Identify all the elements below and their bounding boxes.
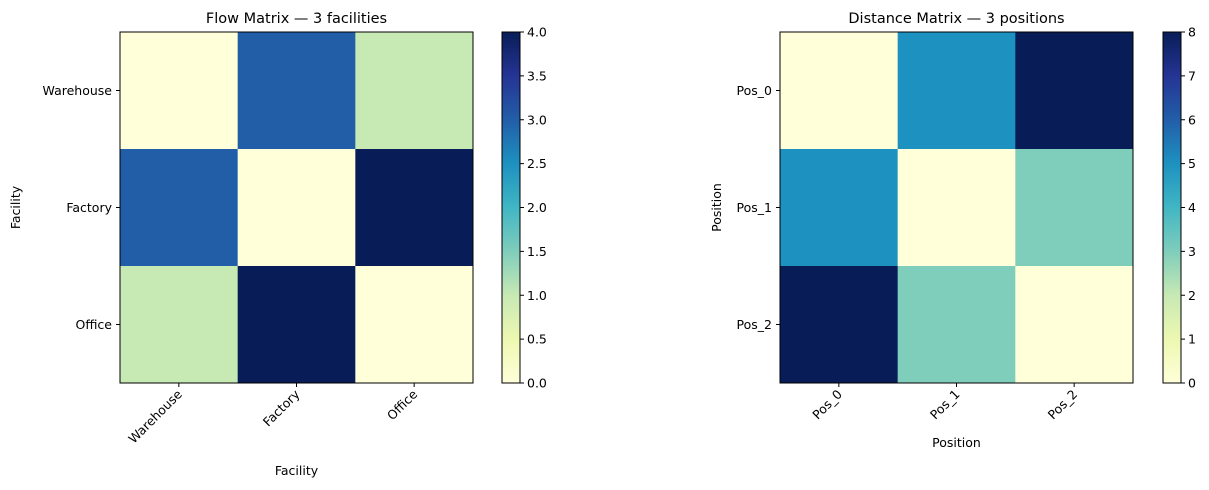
chart-1: Distance Matrix — 3 positions Pos_0 Pos_1 P… <box>709 11 1196 450</box>
x-tick-label: Pos_0 <box>809 386 845 422</box>
heatmap-cell <box>237 266 356 384</box>
x-tick-label: Pos_1 <box>927 387 963 423</box>
heatmap-cell <box>897 266 1016 384</box>
y-tick-label: Factory <box>66 200 112 215</box>
colorbar-tick-label: 6 <box>1188 112 1196 127</box>
heatmap-cell <box>780 32 899 150</box>
colorbar-tick-label: 4.0 <box>527 25 547 40</box>
heatmap-cell <box>1015 149 1134 267</box>
heatmap-cell <box>355 266 474 384</box>
colorbar-tick-label: 1.5 <box>527 244 547 259</box>
heatmap-cell <box>237 32 356 150</box>
colorbar-tick-label: 0.5 <box>527 332 547 347</box>
heatmap-cell <box>780 149 899 267</box>
heatmap-cell <box>897 32 1016 150</box>
colorbar-tick-label: 0 <box>1188 376 1196 391</box>
colorbar <box>1163 32 1181 383</box>
x-tick-label: Office <box>384 386 421 423</box>
colorbar-tick-label: 4 <box>1188 200 1196 215</box>
colorbar-tick-label: 3 <box>1188 244 1196 259</box>
heatmap-cell <box>355 149 474 267</box>
colorbar-tick-label: 2.0 <box>527 200 547 215</box>
x-axis-label: Position <box>932 435 981 450</box>
x-axis-label: Facility <box>275 463 319 478</box>
heatmap-cell <box>120 149 239 267</box>
y-axis-label: Facility <box>8 185 23 229</box>
heatmap-cell <box>780 266 899 384</box>
y-axis-label: Position <box>709 183 724 232</box>
heatmap-cell <box>237 149 356 267</box>
colorbar <box>502 32 520 383</box>
y-tick-label: Pos_2 <box>737 317 772 332</box>
colorbar-tick-label: 1.0 <box>527 288 547 303</box>
heatmap-cell <box>120 32 239 150</box>
colorbar-tick-label: 1 <box>1188 332 1196 347</box>
heatmap-cell <box>120 266 239 384</box>
chart-0: Flow Matrix — 3 facilities Warehouse Facto… <box>8 11 547 478</box>
heatmap-cell <box>897 149 1016 267</box>
x-tick-label: Pos_2 <box>1045 387 1081 423</box>
colorbar-tick-label: 2.5 <box>527 156 547 171</box>
y-tick-label: Warehouse <box>43 83 113 98</box>
colorbar-tick-label: 7 <box>1188 68 1196 83</box>
colorbar-tick-label: 5 <box>1188 156 1196 171</box>
x-tick-label: Warehouse <box>125 386 185 446</box>
chart-title: Flow Matrix — 3 facilities <box>206 11 387 27</box>
colorbar-tick-label: 2 <box>1188 288 1196 303</box>
heatmap-cell <box>1015 32 1134 150</box>
chart-title: Distance Matrix — 3 positions <box>848 11 1064 27</box>
colorbar-tick-label: 8 <box>1188 25 1196 40</box>
x-tick-label: Factory <box>260 386 303 429</box>
heatmap-cell <box>1015 266 1134 384</box>
y-tick-label: Pos_0 <box>737 83 773 98</box>
colorbar-tick-label: 3.5 <box>527 68 547 83</box>
colorbar-tick-label: 3.0 <box>527 112 547 127</box>
colorbar-tick-label: 0.0 <box>527 376 547 391</box>
heatmap-cell <box>355 32 474 150</box>
y-tick-label: Pos_1 <box>737 200 772 215</box>
y-tick-label: Office <box>76 317 113 332</box>
